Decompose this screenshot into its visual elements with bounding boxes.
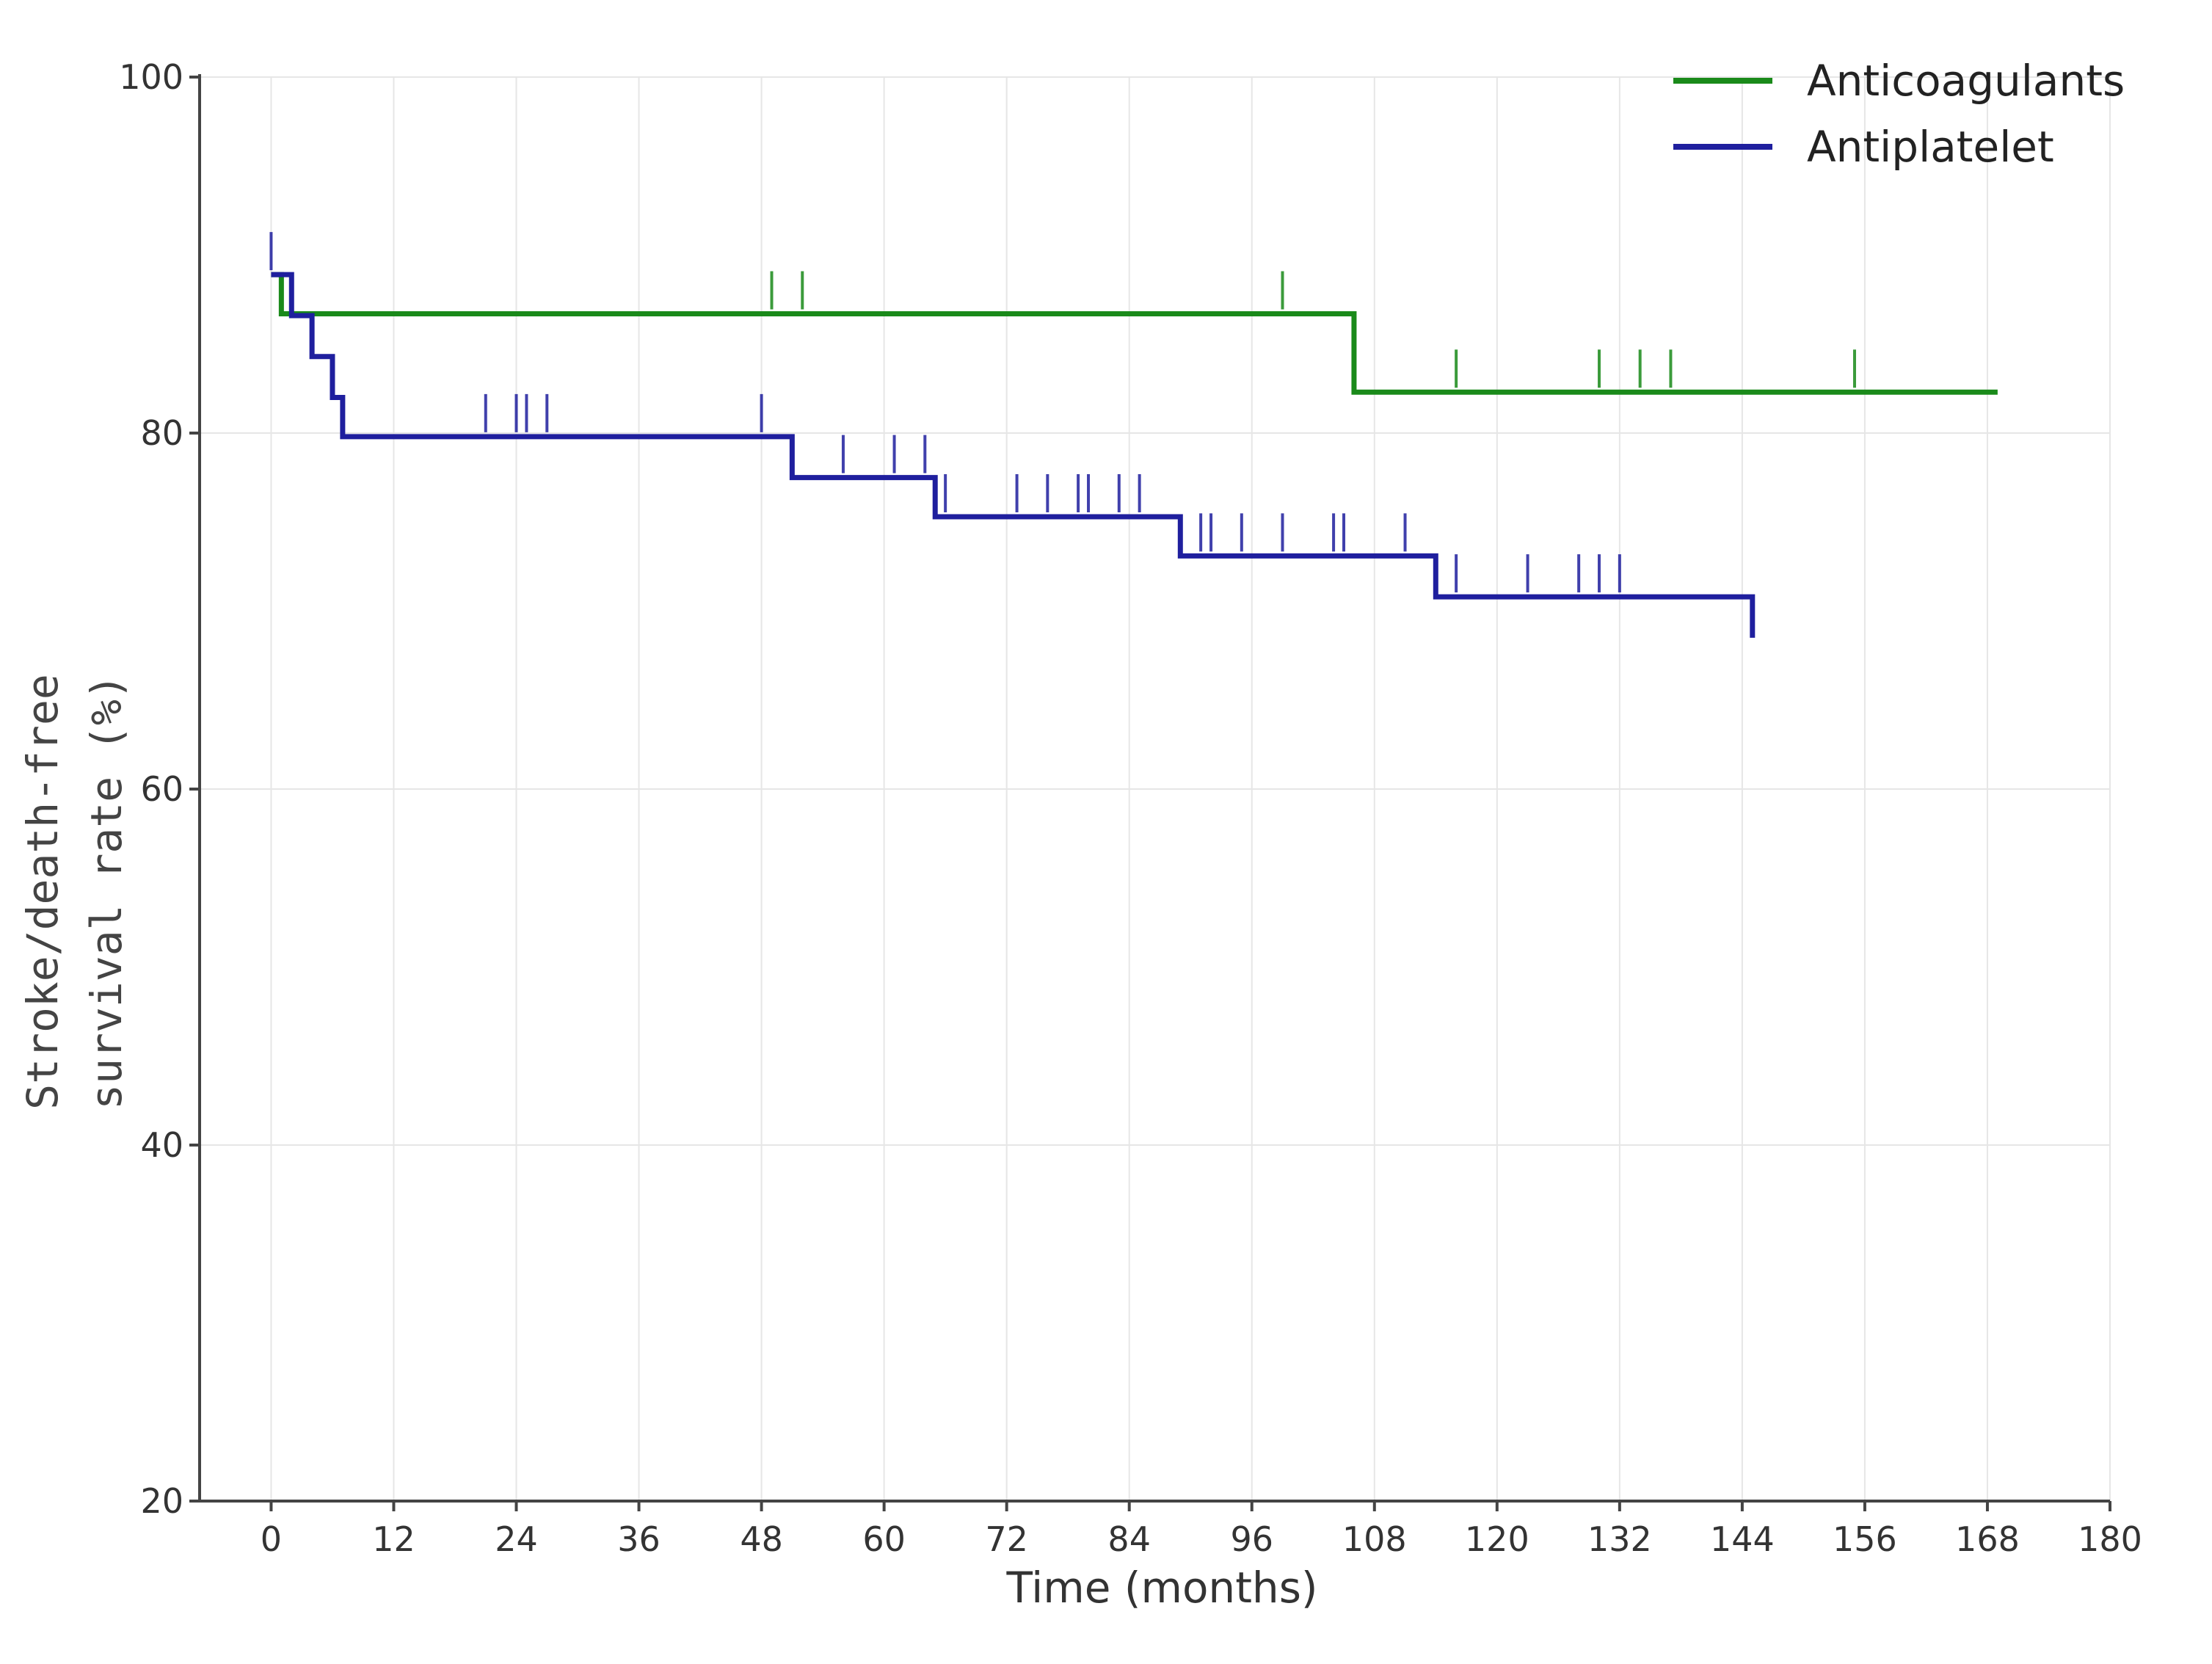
x-axis-title: Time (months)	[1005, 1563, 1317, 1613]
y-tick-label: 60	[140, 769, 183, 809]
y-axis-title-line-1: Stroke/death-free	[18, 674, 68, 1110]
x-tick-label: 180	[2078, 1519, 2142, 1559]
x-tick-label: 0	[261, 1519, 282, 1559]
x-tick-label: 24	[495, 1519, 538, 1559]
axes	[189, 74, 2111, 1511]
x-tick-label: 72	[985, 1519, 1028, 1559]
x-tick-label: 12	[372, 1519, 415, 1559]
survival-curve-anticoagulants	[271, 272, 1998, 395]
x-tick-label: 84	[1107, 1519, 1151, 1559]
y-tick-label: 40	[140, 1125, 183, 1165]
survival-curve-antiplatelet	[271, 272, 1756, 638]
legend-label-antiplatelet: Antiplatelet	[1807, 122, 2054, 172]
y-tick-label: 20	[140, 1481, 183, 1521]
y-tick-label: 80	[140, 413, 183, 453]
series-antiplatelet	[269, 232, 1756, 638]
x-tick-label: 168	[1955, 1519, 2020, 1559]
x-tick-label: 48	[740, 1519, 783, 1559]
grid	[200, 76, 2111, 1502]
x-tick-label: 36	[617, 1519, 661, 1559]
x-tick-label: 96	[1230, 1519, 1273, 1559]
y-axis-title-line-2: survival rate (%)	[81, 674, 131, 1110]
x-tick-label: 156	[1833, 1519, 1897, 1559]
legend: Anticoagulants Antiplatelet	[1673, 56, 2125, 172]
x-tick-label: 132	[1587, 1519, 1652, 1559]
tick-labels: 0 12 24 36 48 60 72 84 96 108 120 132 144 156 168 180 20…	[119, 57, 2142, 1559]
y-tick-label: 100	[119, 57, 183, 97]
series-anticoagulants	[271, 271, 1998, 395]
series-layer	[269, 232, 1998, 638]
x-tick-label: 144	[1710, 1519, 1775, 1559]
x-tick-label: 60	[862, 1519, 906, 1559]
legend-label-anticoagulants: Anticoagulants	[1807, 56, 2125, 106]
x-tick-label: 108	[1342, 1519, 1407, 1559]
x-tick-label: 120	[1465, 1519, 1529, 1559]
